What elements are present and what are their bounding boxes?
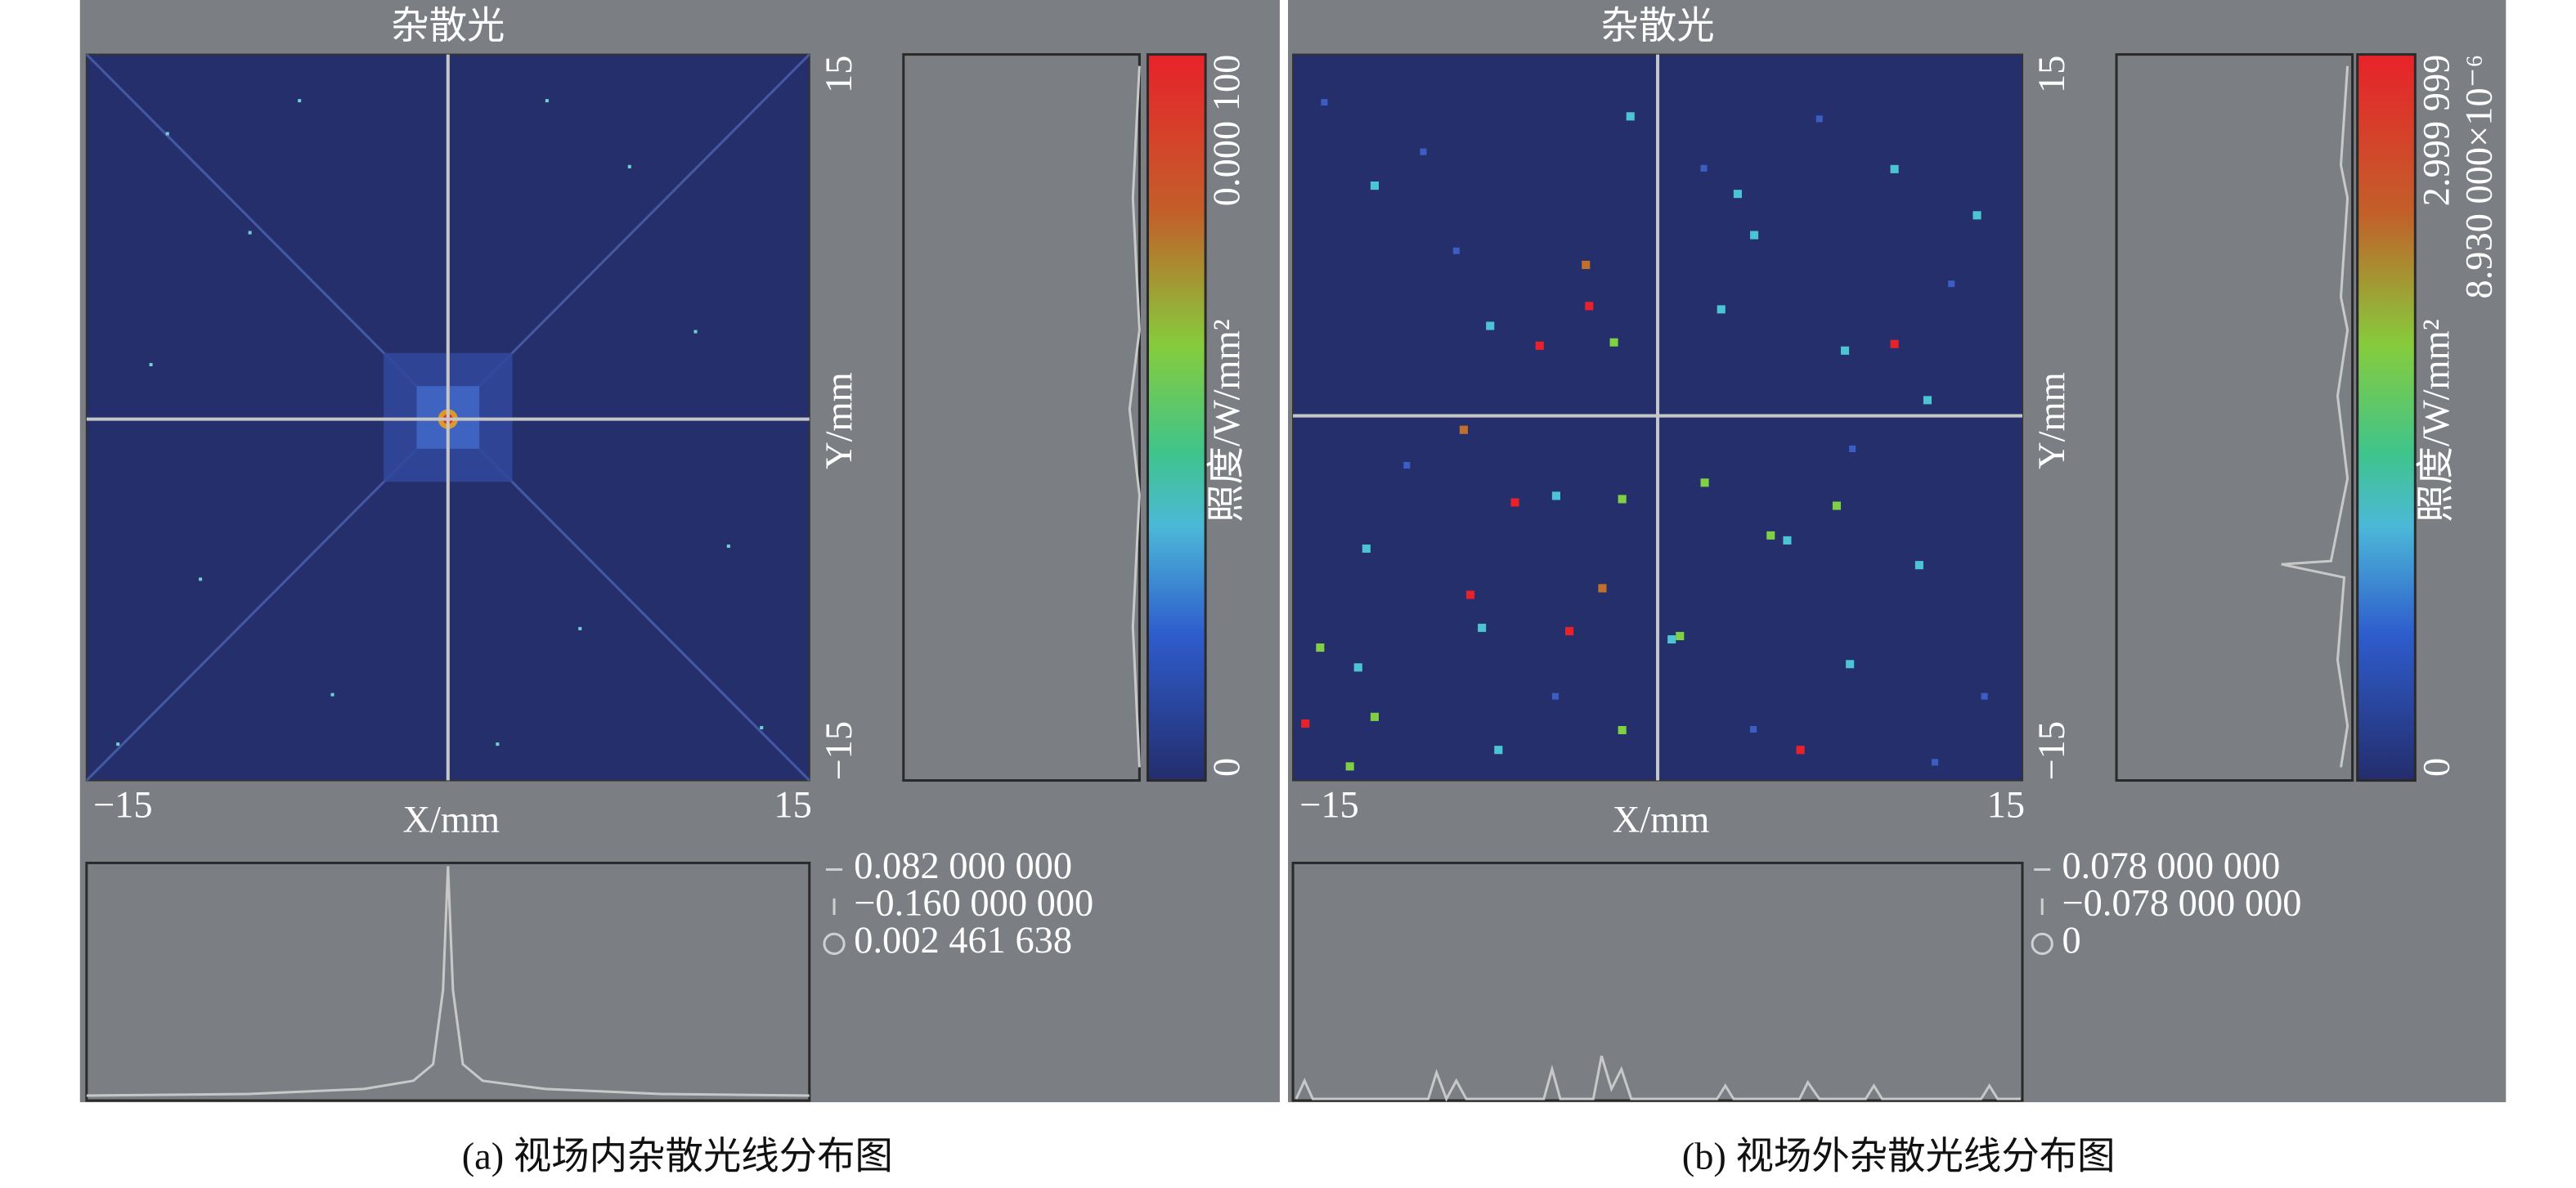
colorbar-min-label: 0 (2416, 758, 2457, 777)
colorbar-max-label: 2.999 999 (2416, 55, 2457, 207)
x-axis-label: X/mm (1613, 800, 1710, 841)
colorbar-title: 照度/W/mm² (1206, 319, 1248, 522)
x-profile (1295, 1056, 2022, 1102)
readout-icon (2031, 932, 2053, 955)
y-profile (1128, 65, 1141, 768)
y-profile (2281, 65, 2349, 768)
x-profile-box (1291, 861, 2024, 1102)
y-profile-box (902, 53, 1141, 782)
readout-value: 0 (2062, 920, 2080, 962)
readout-value: −0.160 000 000 (854, 883, 1093, 925)
x-max-label: 15 (1987, 785, 2025, 827)
y-axis-label: Y/mm (2031, 372, 2073, 469)
heatmap-detail-b (1295, 65, 2349, 1102)
x-max-label: 15 (774, 785, 811, 827)
x-min-label: −15 (1299, 785, 1359, 827)
colorbar-min-label: 0 (1206, 758, 1248, 777)
colorbar (2356, 53, 2417, 782)
colorbar (1146, 53, 1207, 782)
y-profile-box (2115, 53, 2354, 782)
y-max-label: 15 (2031, 56, 2073, 93)
colorbar-max-label: 8.930 000×10⁻⁶ (2459, 55, 2501, 299)
y-axis-label: Y/mm (819, 372, 860, 469)
y-min-label: −15 (2031, 721, 2073, 781)
caption: (a) 视场内杂散光线分布图 (462, 1136, 893, 1177)
x-profile (86, 866, 810, 1097)
readout-icon (823, 932, 846, 955)
readout-value: 0.082 000 000 (854, 845, 1072, 887)
x-axis-label: X/mm (403, 800, 500, 841)
x-profile-box (85, 861, 811, 1102)
readout-value: −0.078 000 000 (2062, 883, 2301, 925)
caption: (b) 视场外杂散光线分布图 (1682, 1136, 2116, 1177)
readout-value: 0.078 000 000 (2062, 845, 2280, 887)
y-max-label: 15 (819, 56, 860, 93)
panel-title: 杂散光 (1600, 6, 1714, 47)
colorbar-title: 照度/W/mm² (2416, 319, 2457, 522)
colorbar-max-label: 0.000 100 (1206, 55, 1248, 207)
x-min-label: −15 (93, 785, 153, 827)
y-min-label: −15 (819, 721, 860, 781)
readout-value: 0.002 461 638 (854, 920, 1072, 962)
panel-title: 杂散光 (391, 6, 505, 47)
